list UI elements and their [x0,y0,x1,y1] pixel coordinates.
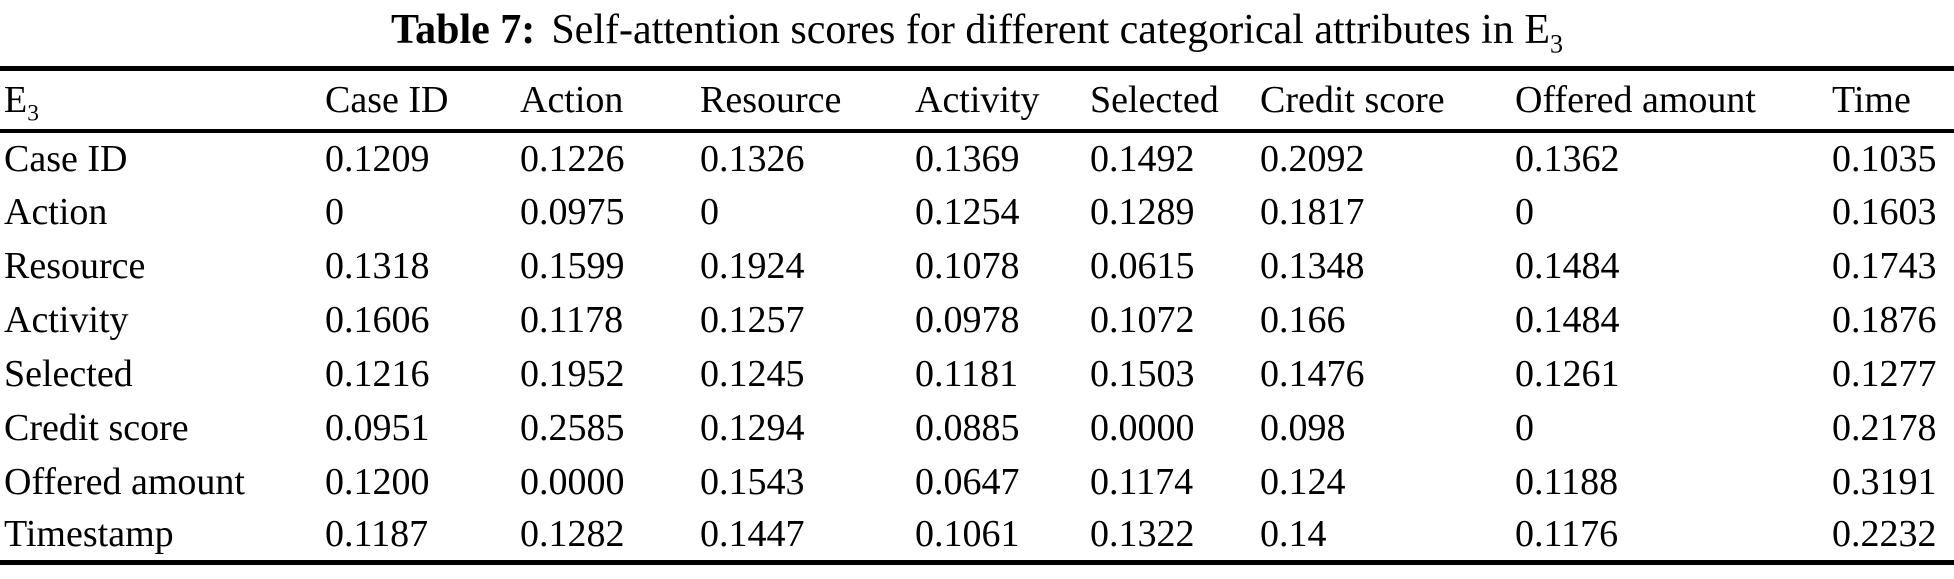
score-cell: 0.1326 [700,137,805,180]
score-cell: 0.0000 [1090,406,1195,449]
score-cell: 0.1817 [1260,190,1365,233]
score-cell: 0.098 [1260,406,1346,449]
score-cell: 0.1543 [700,460,805,503]
score-cell: 0.1072 [1090,298,1195,341]
row-label: Offered amount [4,460,245,503]
score-cell: 0.0000 [520,460,625,503]
score-cell: 0.1188 [1515,460,1619,503]
score-cell: 0.2178 [1832,406,1937,449]
score-cell: 0.1876 [1832,298,1937,341]
header-row: E3 Case ID Action Resource Activity Selected… [0,68,1954,133]
score-cell: 0.1261 [1515,352,1620,395]
score-cell: 0.2092 [1260,137,1365,180]
row-label: Selected [4,352,133,395]
table-row: Timestamp 0.1187 0.1282 0.1447 0.1061 0.1322 0… [0,509,1954,563]
score-cell: 0.0975 [520,190,625,233]
corner-header-base: E [4,78,28,121]
score-cell: 0 [700,190,719,233]
score-cell: 0 [1515,190,1534,233]
column-header: Resource [700,68,915,133]
score-cell: 0.1200 [325,460,430,503]
row-label: Case ID [4,137,128,180]
table-row: Action 0 0.0975 0 0.1254 0.1289 0.1817 0 0.1603 [0,185,1954,239]
score-cell: 0.0978 [915,298,1020,341]
table-figure: Table 7: Self-attention scores for differ… [0,0,1954,565]
score-cell: 0.1174 [1090,460,1194,503]
table-row: Selected 0.1216 0.1952 0.1245 0.1181 0.1503 0.… [0,347,1954,401]
score-cell: 0.1348 [1260,244,1365,287]
score-cell: 0.1078 [915,244,1020,287]
score-cell: 0.1603 [1832,190,1937,233]
table-row: Offered amount 0.1200 0.0000 0.1543 0.0647 0.… [0,455,1954,509]
score-cell: 0.2232 [1832,513,1937,556]
score-cell: 0 [1515,406,1534,449]
score-cell: 0.1484 [1515,298,1620,341]
score-cell: 0.1254 [915,190,1020,233]
score-cell: 0.1599 [520,244,625,287]
score-cell: 0.1181 [915,352,1019,395]
row-label: Timestamp [4,513,174,556]
score-cell: 0.166 [1260,298,1346,341]
score-cell: 0.1294 [700,406,805,449]
score-cell: 0.1318 [325,244,430,287]
column-header: Offered amount [1515,68,1832,133]
score-cell: 0.1492 [1090,137,1195,180]
column-header: Activity [915,68,1090,133]
caption-label: Table 7: [390,7,536,53]
score-cell: 0.1484 [1515,244,1620,287]
score-cell: 0.3191 [1832,460,1937,503]
score-cell: 0.1245 [700,352,805,395]
column-header: Case ID [325,68,520,133]
score-cell: 0.1924 [700,244,805,287]
column-header: Selected [1090,68,1260,133]
score-cell: 0.1209 [325,137,430,180]
caption-text: Self-attention scores for different cate… [551,7,1550,53]
score-cell: 0.14 [1260,513,1327,556]
score-cell: 0.1743 [1832,244,1937,287]
corner-header-subscript: 3 [27,100,39,127]
score-cell: 0.1061 [915,513,1020,556]
score-cell: 0 [325,190,344,233]
score-cell: 0.1503 [1090,352,1195,395]
table-caption: Table 7: Self-attention scores for differ… [0,0,1954,60]
score-cell: 0.0951 [325,406,430,449]
row-label: Action [4,190,108,233]
row-label: Credit score [4,406,189,449]
score-cell: 0.0615 [1090,244,1195,287]
score-cell: 0.1035 [1832,137,1937,180]
column-header: Action [520,68,700,133]
column-header: Time [1832,68,1954,133]
score-cell: 0.0885 [915,406,1020,449]
score-cell: 0.1362 [1515,137,1620,180]
table-row: Resource 0.1318 0.1599 0.1924 0.1078 0.0615 0.… [0,239,1954,293]
score-cell: 0.2585 [520,406,625,449]
score-cell: 0.1277 [1832,352,1937,395]
row-label: Resource [4,244,146,287]
score-cell: 0.1476 [1260,352,1365,395]
score-cell: 0.1952 [520,352,625,395]
score-cell: 0.1369 [915,137,1020,180]
score-cell: 0.1216 [325,352,430,395]
score-cell: 0.1176 [1515,513,1619,556]
score-cell: 0.1187 [325,513,429,556]
table-row: Credit score 0.0951 0.2585 0.1294 0.0885 0.00… [0,401,1954,455]
score-cell: 0.0647 [915,460,1020,503]
row-label: Activity [4,298,129,341]
attention-scores-table: E3 Case ID Action Resource Activity Selected… [0,66,1954,565]
table-row: Activity 0.1606 0.1178 0.1257 0.0978 0.1072 0.… [0,293,1954,347]
score-cell: 0.1226 [520,137,625,180]
caption-subscript: 3 [1549,29,1563,59]
score-cell: 0.1282 [520,513,625,556]
score-cell: 0.1606 [325,298,430,341]
score-cell: 0.1178 [520,298,624,341]
corner-header: E3 [0,68,325,133]
table-body: Case ID 0.1209 0.1226 0.1326 0.1369 0.1492 0.2… [0,131,1954,563]
score-cell: 0.1322 [1090,513,1195,556]
score-cell: 0.1289 [1090,190,1195,233]
score-cell: 0.1257 [700,298,805,341]
column-header: Credit score [1260,68,1515,133]
table-row: Case ID 0.1209 0.1226 0.1326 0.1369 0.1492 0.2… [0,131,1954,185]
score-cell: 0.124 [1260,460,1346,503]
score-cell: 0.1447 [700,513,805,556]
